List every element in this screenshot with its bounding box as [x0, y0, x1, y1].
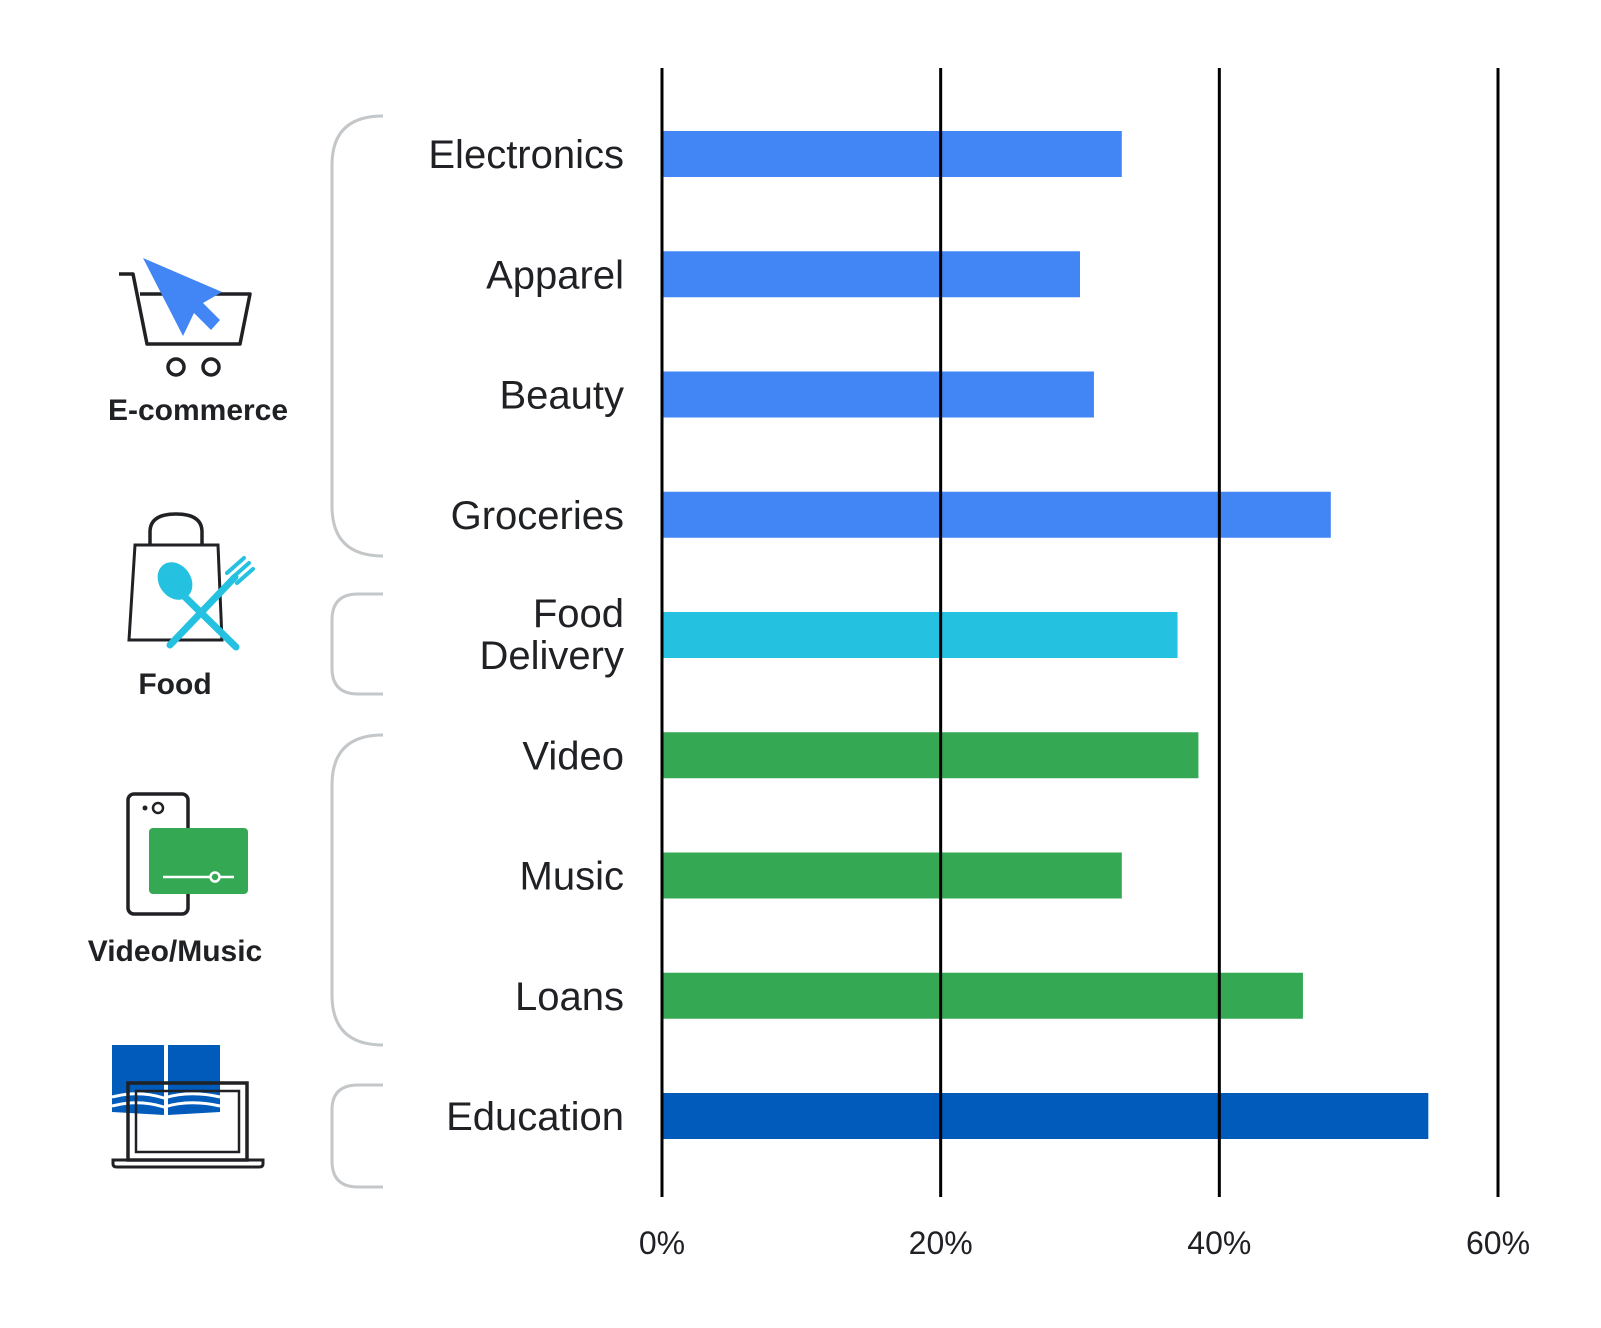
group-label-ecommerce: E-commerce [108, 394, 288, 427]
category-label-groceries: Groceries [451, 494, 624, 538]
category-label-video: Video [522, 734, 624, 778]
category-label-food-delivery: Food Delivery [480, 592, 624, 678]
bracket-video-music [330, 733, 384, 1047]
bar-video [662, 732, 1199, 779]
shopping-cart-icon [119, 258, 252, 377]
gridlines [660, 68, 1500, 1197]
category-label-music: Music [520, 855, 624, 899]
group-brackets [330, 114, 384, 1189]
bracket-ecommerce [330, 114, 384, 558]
x-axis-tick-labels: 0% 20% 40% 60% [639, 1225, 1530, 1261]
bracket-education [330, 1083, 383, 1189]
laptop-book-icon [111, 1045, 265, 1169]
bar-food-delivery [662, 612, 1178, 658]
tick-label-60: 60% [1466, 1225, 1530, 1261]
category-label-loans: Loans [515, 975, 624, 1019]
category-labels: Electronics Apparel Beauty Groceries Food Del… [428, 133, 624, 1139]
bar-beauty [662, 371, 1094, 418]
tick-label-0: 0% [639, 1225, 685, 1261]
phone-video-icon [126, 792, 248, 916]
bar-electronics [662, 131, 1122, 177]
tick-label-20: 20% [909, 1225, 973, 1261]
bar-music [662, 852, 1122, 899]
bar-apparel [662, 251, 1080, 298]
bar-loans [662, 972, 1303, 1019]
category-label-beauty: Beauty [499, 374, 624, 418]
group-label-video-music: Video/Music [88, 935, 263, 968]
food-bag-icon [127, 512, 255, 651]
bar-education [662, 1093, 1429, 1139]
tick-label-40: 40% [1187, 1225, 1251, 1261]
group-label-food: Food [138, 668, 211, 701]
bars [662, 131, 1429, 1139]
category-label-electronics: Electronics [428, 133, 624, 177]
bar-groceries [662, 491, 1331, 538]
category-label-apparel: Apparel [486, 253, 624, 297]
bracket-food [330, 592, 383, 696]
category-label-education: Education [446, 1095, 624, 1139]
